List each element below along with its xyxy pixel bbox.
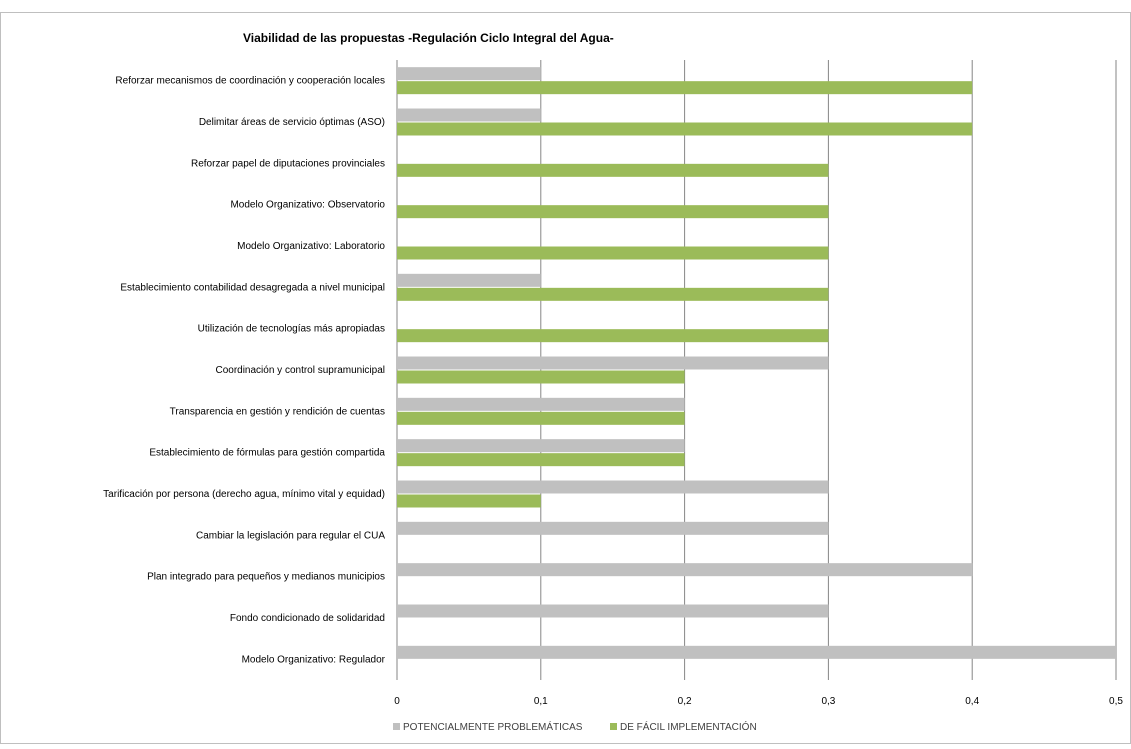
bar-de-facil-implementacion — [397, 246, 829, 260]
bar-de-facil-implementacion — [397, 329, 829, 343]
bar-potencialmente-problematicas — [397, 645, 1116, 659]
category-label: Modelo Organizativo: Laboratorio — [237, 241, 385, 252]
x-tick-label: 0,4 — [965, 696, 979, 707]
category-label: Plan integrado para pequeños y medianos … — [147, 572, 385, 583]
x-tick-labels: 0 0,1 0,2 0,3 0,4 0,5 — [394, 696, 1123, 707]
category-label: Transparencia en gestión y rendición de … — [170, 406, 385, 417]
category-label: Utilización de tecnologías más apropiada… — [198, 324, 385, 335]
bar-potencialmente-problematicas — [397, 67, 541, 81]
bar-potencialmente-problematicas — [397, 439, 685, 453]
category-label: Establecimiento contabilidad desagregada… — [120, 282, 385, 293]
bar-potencialmente-problematicas — [397, 356, 829, 370]
legend-swatch — [393, 723, 400, 730]
bar-potencialmente-problematicas — [397, 108, 541, 122]
bar-de-facil-implementacion — [397, 205, 829, 219]
legend-label: POTENCIALMENTE PROBLEMÁTICAS — [403, 720, 583, 733]
bar-de-facil-implementacion — [397, 81, 973, 95]
legend-label: DE FÁCIL IMPLEMENTACIÓN — [620, 720, 757, 733]
chart-title: Viabilidad de las propuestas -Regulación… — [243, 31, 614, 45]
category-label: Reforzar mecanismos de coordinación y co… — [115, 76, 385, 87]
x-tick-label: 0,1 — [534, 696, 548, 707]
category-label: Modelo Organizativo: Observatorio — [230, 200, 385, 211]
x-tick-label: 0,2 — [678, 696, 692, 707]
category-label: Delimitar áreas de servicio óptimas (ASO… — [199, 117, 385, 128]
legend: POTENCIALMENTE PROBLEMÁTICAS DE FÁCIL IMP… — [393, 720, 757, 733]
x-tick-label: 0,5 — [1109, 696, 1123, 707]
category-labels: Reforzar mecanismos de coordinación y co… — [103, 76, 385, 666]
bars — [397, 67, 1116, 659]
category-label: Fondo condicionado de solidaridad — [230, 613, 385, 624]
bar-potencialmente-problematicas — [397, 604, 829, 618]
legend-swatch — [610, 723, 617, 730]
x-tick-label: 0,3 — [821, 696, 835, 707]
bar-potencialmente-problematicas — [397, 273, 541, 287]
category-label: Modelo Organizativo: Regulador — [242, 654, 386, 665]
bar-de-facil-implementacion — [397, 122, 973, 136]
gridlines — [396, 60, 1117, 680]
bar-potencialmente-problematicas — [397, 397, 685, 411]
category-label: Tarificación por persona (derecho agua, … — [103, 489, 385, 500]
bar-de-facil-implementacion — [397, 370, 685, 384]
bar-de-facil-implementacion — [397, 411, 685, 425]
bar-de-facil-implementacion — [397, 287, 829, 301]
category-label: Establecimiento de fórmulas para gestión… — [149, 448, 385, 459]
category-label: Reforzar papel de diputaciones provincia… — [191, 158, 385, 169]
bar-potencialmente-problematicas — [397, 521, 829, 535]
bar-de-facil-implementacion — [397, 494, 541, 508]
bar-potencialmente-problematicas — [397, 480, 829, 494]
x-tick-label: 0 — [394, 696, 400, 707]
category-label: Coordinación y control supramunicipal — [215, 365, 385, 376]
bar-de-facil-implementacion — [397, 163, 829, 177]
bar-potencialmente-problematicas — [397, 563, 973, 577]
bar-de-facil-implementacion — [397, 453, 685, 467]
category-label: Cambiar la legislación para regular el C… — [196, 530, 385, 541]
